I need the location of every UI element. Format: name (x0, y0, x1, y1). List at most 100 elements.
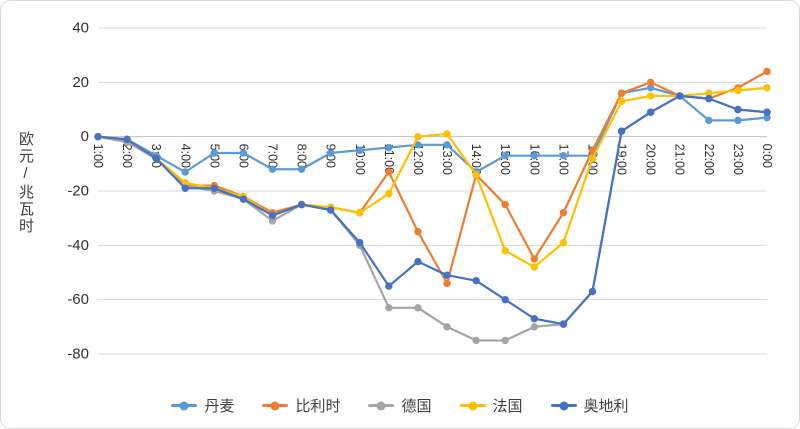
data-point (763, 108, 771, 116)
data-point (385, 190, 393, 198)
data-point (559, 320, 568, 328)
x-tick-label: 14:00 (469, 144, 483, 175)
data-point (588, 154, 597, 163)
data-point (94, 132, 102, 141)
x-tick-label: 2:00 (120, 144, 134, 168)
data-point (443, 279, 451, 288)
x-tick-label: 13:00 (440, 144, 454, 175)
chart-legend: 丹麦 比利时 德国 法国 奥地利 (1, 395, 799, 416)
data-point (326, 206, 335, 214)
legend-item-austria: 奥地利 (550, 395, 629, 416)
data-point (705, 116, 713, 125)
data-point (385, 168, 393, 176)
series-line-austria (96, 94, 769, 326)
data-point (181, 168, 189, 176)
y-tick-label: -60 (67, 291, 89, 308)
series-line-denmark (96, 86, 769, 174)
data-point (268, 211, 277, 220)
x-tick-label: 22:00 (702, 144, 716, 175)
series-line-france (96, 86, 769, 269)
data-point (414, 228, 422, 236)
legend-marker-germany (368, 401, 395, 410)
data-point (326, 149, 335, 157)
y-axis-title: 欧元/兆瓦时 (17, 131, 34, 235)
legend-marker-austria (550, 401, 577, 410)
data-point (734, 105, 742, 114)
data-point (123, 135, 131, 144)
data-point (268, 217, 277, 225)
data-point (530, 255, 539, 263)
legend-item-belgium: 比利时 (262, 395, 340, 416)
data-point (210, 149, 219, 157)
legend-dot-germany (376, 401, 386, 410)
legend-marker-denmark (171, 401, 198, 410)
data-point (356, 209, 364, 217)
series-line-germany (96, 94, 769, 342)
data-point (297, 165, 306, 173)
data-point (705, 94, 713, 103)
legend-dot-denmark (179, 401, 189, 410)
data-point (530, 314, 539, 323)
data-point (734, 86, 742, 95)
data-point (472, 171, 480, 179)
legend-marker-france (459, 401, 486, 410)
data-point (530, 323, 539, 331)
data-point (181, 179, 189, 187)
data-point (646, 84, 655, 92)
legend-marker-belgium (262, 401, 289, 410)
y-tick-label: -40 (67, 237, 89, 254)
data-point (443, 141, 451, 149)
y-tick-label: -20 (67, 183, 89, 200)
data-point (617, 97, 626, 106)
data-point (443, 130, 451, 138)
data-point (356, 238, 364, 247)
legend-dot-austria (559, 401, 569, 410)
data-point (385, 282, 393, 290)
data-point (588, 146, 597, 154)
data-point (763, 84, 771, 92)
data-point (763, 113, 771, 122)
data-point (559, 238, 568, 247)
legend-dot-france (468, 401, 477, 410)
data-point (646, 78, 655, 87)
data-point (297, 200, 306, 209)
series-markers-denmark (94, 84, 771, 176)
legend-item-denmark: 丹麦 (171, 395, 234, 416)
legend-label-belgium: 比利时 (295, 398, 341, 415)
data-point (443, 323, 451, 331)
data-point (443, 271, 451, 279)
data-point (472, 336, 480, 345)
y-tick-label: 0 (81, 128, 89, 145)
data-point (501, 151, 509, 160)
x-tick-label: 4:00 (178, 144, 192, 168)
legend-dot-belgium (270, 401, 280, 410)
legend-label-france: 法国 (492, 398, 523, 415)
data-point (268, 165, 277, 173)
x-tick-label: 0:00 (760, 144, 774, 168)
data-point (472, 276, 480, 285)
data-point (763, 67, 771, 76)
data-point (356, 146, 364, 154)
data-point (705, 89, 713, 97)
data-point (210, 184, 219, 192)
series-markers-austria (94, 92, 771, 328)
x-tick-label: 7:00 (266, 144, 280, 168)
data-point (239, 149, 248, 157)
x-tick-label: 20:00 (644, 144, 658, 175)
data-point (646, 92, 655, 100)
series-line-belgium (96, 70, 769, 285)
x-tick-label: 21:00 (673, 144, 687, 175)
data-point (385, 143, 393, 152)
data-point (181, 184, 189, 192)
data-point (559, 209, 568, 217)
data-point (646, 108, 655, 116)
legend-label-denmark: 丹麦 (204, 398, 235, 415)
data-point (530, 263, 539, 271)
data-point (734, 116, 742, 125)
data-point (414, 257, 422, 266)
x-tick-label: 1:00 (91, 144, 105, 168)
x-tick-label: 8:00 (295, 144, 309, 168)
x-tick-label: 12:00 (411, 144, 425, 175)
